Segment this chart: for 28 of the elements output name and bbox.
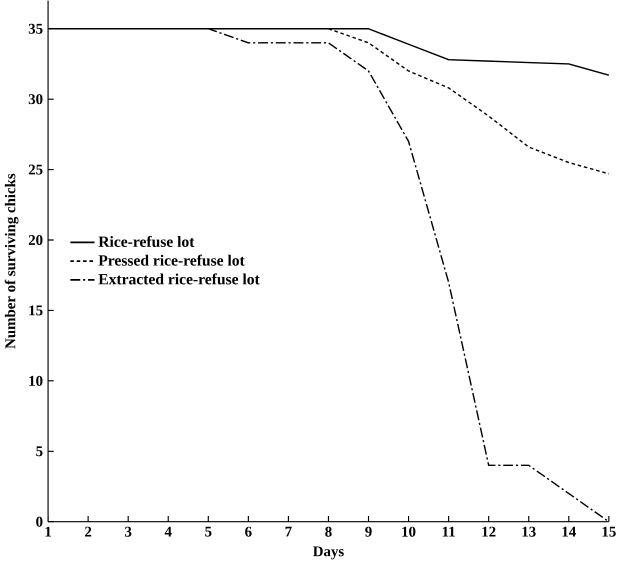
x-axis-title: Days bbox=[313, 546, 344, 560]
y-tick-label: 35 bbox=[28, 24, 43, 34]
y-tick-label: 5 bbox=[36, 446, 43, 456]
y-tick-label: 15 bbox=[29, 305, 43, 316]
x-tick-label: 10 bbox=[402, 526, 416, 537]
y-tick-label: 10 bbox=[29, 376, 42, 386]
x-tick-label: 3 bbox=[125, 526, 132, 537]
y-tick-label: 20 bbox=[28, 234, 42, 245]
y-tick-label: 25 bbox=[28, 164, 43, 175]
legend-label: Extracted rice-refuse lot bbox=[98, 273, 260, 284]
y-tick-label: 0 bbox=[36, 516, 42, 527]
x-tick-label: 12 bbox=[482, 526, 496, 536]
legend-label: Rice-refuse lot bbox=[98, 236, 194, 247]
y-axis-title: Number of surviving chicks bbox=[4, 174, 18, 349]
x-tick-label: 1 bbox=[46, 526, 52, 536]
x-tick-label: 9 bbox=[365, 526, 372, 537]
x-tick-label: 7 bbox=[286, 526, 292, 536]
y-tick-label: 30 bbox=[28, 94, 42, 104]
x-tick-label: 5 bbox=[205, 526, 212, 537]
legend-label: Pressed rice-refuse lot bbox=[98, 254, 245, 266]
x-tick-label: 8 bbox=[325, 526, 332, 537]
x-tick-label: 15 bbox=[602, 526, 616, 537]
x-tick-label: 14 bbox=[562, 526, 576, 536]
x-tick-label: 4 bbox=[164, 526, 172, 536]
x-tick-label: 6 bbox=[245, 526, 252, 537]
x-tick-label: 13 bbox=[522, 526, 536, 537]
x-tick-label: 2 bbox=[85, 526, 92, 536]
x-tick-label: 11 bbox=[442, 526, 455, 536]
